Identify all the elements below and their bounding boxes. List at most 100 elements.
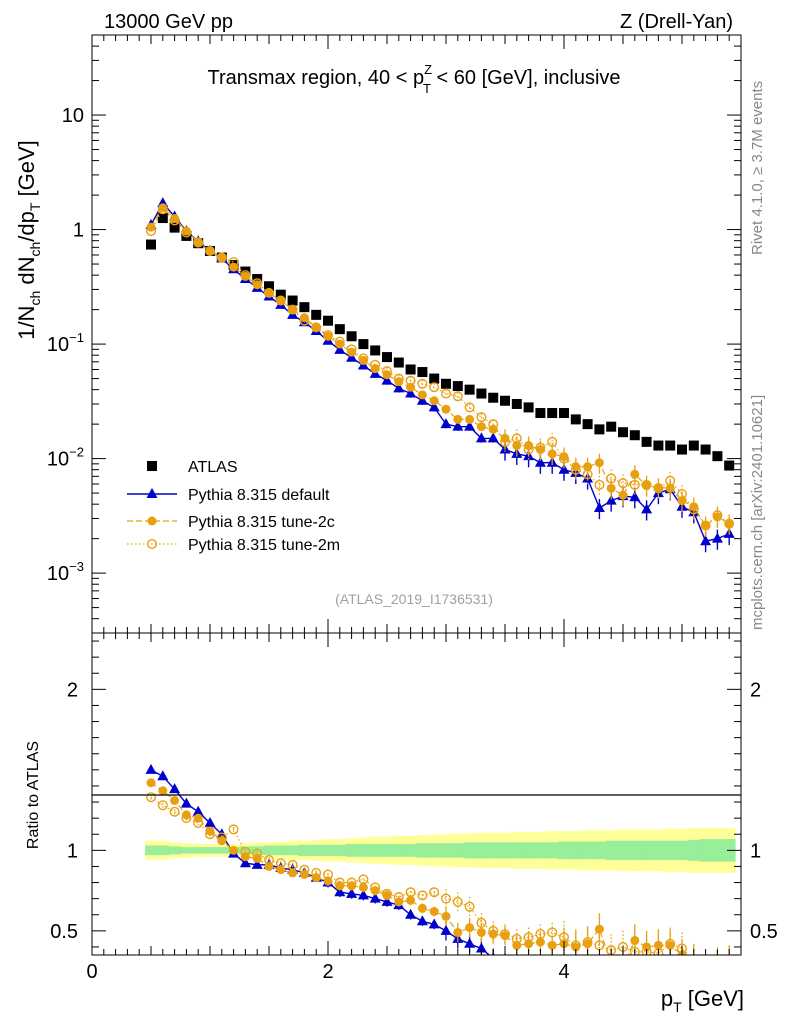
- ratio-tune-2m-point: [511, 933, 522, 944]
- atlas-point: [500, 395, 510, 406]
- tune-2m-point: [216, 252, 227, 263]
- atlas-point: [275, 289, 286, 300]
- ratio-tune-2m-point: [523, 932, 534, 943]
- band-inner-segment: [145, 845, 158, 856]
- band-inner-segment: [487, 842, 500, 859]
- ratio-tune-2m-point: [429, 887, 440, 898]
- ratio-default-point: [416, 915, 428, 926]
- tune-2m-point: [476, 412, 487, 423]
- legend-label: Pythia 8.315 default: [188, 487, 330, 504]
- ratio-tune-2m-point: [629, 946, 640, 955]
- tune-2c-point: [394, 377, 404, 387]
- ratio-tune-2m-point: [275, 858, 286, 869]
- ratio-default-point: [547, 970, 558, 980]
- ratio-default-point: [594, 973, 605, 983]
- ratio-tune-2m-point: [287, 859, 298, 870]
- tune-2m-point: [429, 382, 440, 393]
- band-inner-segment: [522, 842, 535, 859]
- tune-2m-point: [157, 204, 168, 215]
- tune-2m-point: [665, 475, 676, 486]
- band-inner-segment: [369, 843, 382, 857]
- tune-2m-point: [393, 373, 404, 384]
- ratio-tune-2m-point: [346, 877, 357, 888]
- ratio-default-point: [629, 986, 640, 996]
- default-point: [487, 432, 499, 443]
- ratio-tune-2m-point: [334, 877, 345, 888]
- ratio-tune-2m-point: [488, 925, 499, 936]
- tune-2c-point: [571, 462, 581, 472]
- x-tick-label: 2: [322, 961, 333, 983]
- ratio-tune-2c-point: [406, 895, 416, 905]
- atlas-point: [511, 398, 522, 409]
- ratio-default-point: [369, 892, 381, 903]
- band-inner-segment: [310, 844, 323, 856]
- mcplots-label: mcplots.cern.ch [arXiv:2401.10621]: [749, 395, 766, 630]
- band-inner-segment: [475, 842, 488, 859]
- ratio-tune-2c-point: [713, 962, 722, 971]
- ratio-tune-2c-point: [476, 927, 486, 937]
- default-point: [428, 401, 440, 412]
- ratio-tune-2c-point: [417, 903, 427, 913]
- ratio-tune-2m-point: [264, 855, 275, 866]
- atlas-point: [677, 444, 687, 455]
- rivet-version-label: Rivet 4.1.0, ≥ 3.7M events: [749, 81, 766, 255]
- ratio-default-point: [511, 960, 522, 970]
- atlas-point: [323, 315, 333, 326]
- ratio-default-point: [428, 918, 440, 929]
- ratio-default-point: [582, 980, 593, 990]
- y-tick-label: 1: [73, 220, 84, 242]
- ratio-tune-2m-point: [665, 938, 676, 949]
- ratio-tune-2m-point: [464, 901, 475, 912]
- band-inner-segment: [569, 841, 583, 860]
- ratio-tune-2c-point: [701, 971, 710, 980]
- default-point: [346, 351, 358, 362]
- atlas-point: [464, 384, 475, 395]
- legend-tune-2m-marker: [146, 539, 157, 550]
- plot-title: Transmax region, 40 < pZ T < 60 [GeV], in…: [207, 62, 620, 96]
- ratio-default-point: [381, 895, 393, 906]
- band-inner-segment: [333, 844, 347, 856]
- ratio-default-point: [346, 887, 358, 898]
- ratio-tune-2m-point: [476, 917, 487, 928]
- ratio-tune-2c-point: [358, 882, 368, 892]
- band-inner-segment: [510, 842, 524, 859]
- ratio-default-point: [641, 983, 652, 993]
- atlas-point: [688, 440, 699, 451]
- tune-2c-point: [347, 347, 357, 357]
- band-inner-segment: [440, 843, 453, 858]
- ratio-tune-2c-line: [150, 782, 684, 955]
- tune-2c-point: [689, 502, 699, 512]
- ratio-default-point: [440, 924, 452, 935]
- tune-2m-point: [547, 436, 558, 447]
- tune-2m-point: [535, 442, 546, 453]
- tune-2m-point: [677, 489, 688, 500]
- default-point: [475, 432, 487, 443]
- analysis-watermark: (ATLAS_2019_I1736531): [335, 591, 493, 607]
- band-inner-segment: [322, 844, 335, 856]
- legend-label: ATLAS: [188, 459, 238, 476]
- ratio-tune-2m-point: [405, 887, 416, 898]
- ratio-tune-2c-point: [217, 836, 227, 846]
- ratio-tune-2m-point: [713, 959, 722, 968]
- atlas-point: [665, 440, 676, 451]
- atlas-point: [393, 357, 404, 368]
- ratio-tune-2m-point: [252, 848, 263, 859]
- band-inner-segment: [676, 840, 689, 861]
- tune-2m-point: [464, 402, 475, 413]
- legend-tune-2c-marker: [147, 516, 157, 526]
- tune-2m-point: [204, 245, 215, 256]
- tune-2m-point: [511, 433, 522, 444]
- ratio-tune-2c-point: [453, 927, 463, 937]
- tune-2m-point: [488, 419, 499, 430]
- y-tick-label: 10−1: [47, 330, 84, 356]
- tune-2m-point: [688, 504, 699, 515]
- tune-2c-line: [150, 206, 730, 527]
- band-inner-segment: [640, 840, 653, 861]
- ratio-tune-2m-point: [240, 846, 251, 857]
- atlas-point: [334, 324, 345, 335]
- ratio-default-point: [357, 889, 369, 900]
- ratio-default-point: [192, 805, 204, 816]
- tune-2c-point: [417, 390, 427, 400]
- default-point: [393, 382, 405, 393]
